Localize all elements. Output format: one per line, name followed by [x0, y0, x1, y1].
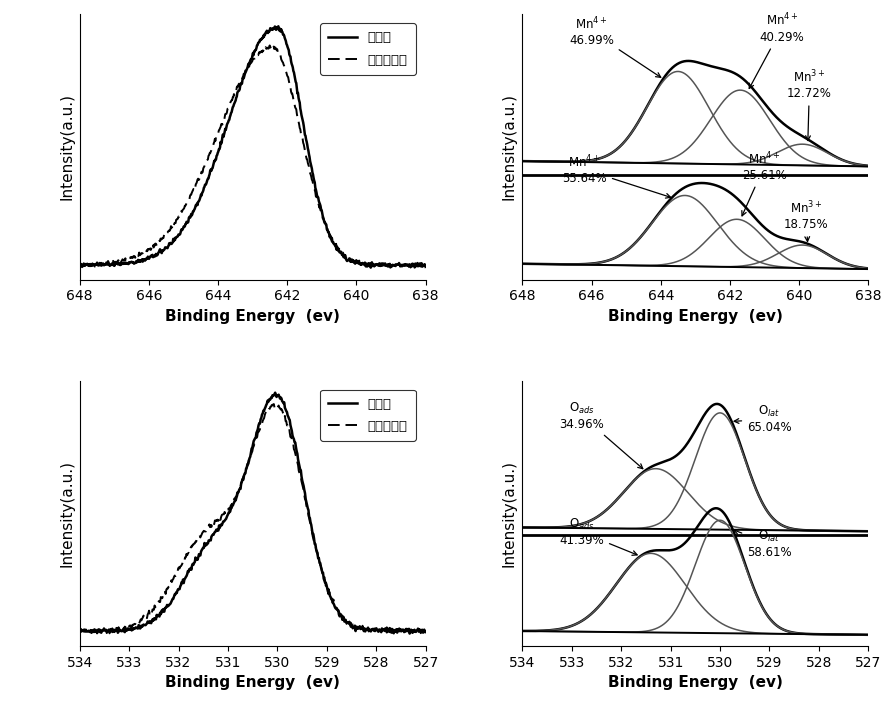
Text: O$_{ads}$
41.39%: O$_{ads}$ 41.39% — [559, 518, 637, 555]
Text: Mn$^{3+}$
18.75%: Mn$^{3+}$ 18.75% — [784, 200, 828, 241]
Text: O$_{lat}$
58.61%: O$_{lat}$ 58.61% — [734, 529, 792, 559]
X-axis label: Binding Energy  (ev): Binding Energy (ev) — [165, 309, 340, 324]
Text: Mn$^{3+}$
12.72%: Mn$^{3+}$ 12.72% — [787, 69, 832, 141]
Text: Mn$^{4+}$
25.61%: Mn$^{4+}$ 25.61% — [742, 151, 787, 216]
Y-axis label: Intensity(a.u.): Intensity(a.u.) — [501, 94, 517, 200]
Text: Mn$^{4+}$
40.29%: Mn$^{4+}$ 40.29% — [750, 12, 804, 89]
Legend: 反应前, 降解苯酚后: 反应前, 降解苯酚后 — [320, 23, 416, 75]
Text: O$_{ads}$
34.96%: O$_{ads}$ 34.96% — [559, 400, 643, 469]
X-axis label: Binding Energy  (ev): Binding Energy (ev) — [165, 675, 340, 690]
Y-axis label: Intensity(a.u.): Intensity(a.u.) — [59, 94, 74, 200]
Text: Mn$^{4+}$
55.64%: Mn$^{4+}$ 55.64% — [563, 154, 671, 198]
Y-axis label: Intensity(a.u.): Intensity(a.u.) — [59, 460, 74, 567]
Text: Mn$^{4+}$
46.99%: Mn$^{4+}$ 46.99% — [569, 16, 661, 77]
X-axis label: Binding Energy  (ev): Binding Energy (ev) — [608, 675, 783, 690]
Legend: 反应前, 降解苯酚后: 反应前, 降解苯酚后 — [320, 390, 416, 441]
X-axis label: Binding Energy  (ev): Binding Energy (ev) — [608, 309, 783, 324]
Text: O$_{lat}$
65.04%: O$_{lat}$ 65.04% — [734, 404, 792, 435]
Y-axis label: Intensity(a.u.): Intensity(a.u.) — [501, 460, 517, 567]
